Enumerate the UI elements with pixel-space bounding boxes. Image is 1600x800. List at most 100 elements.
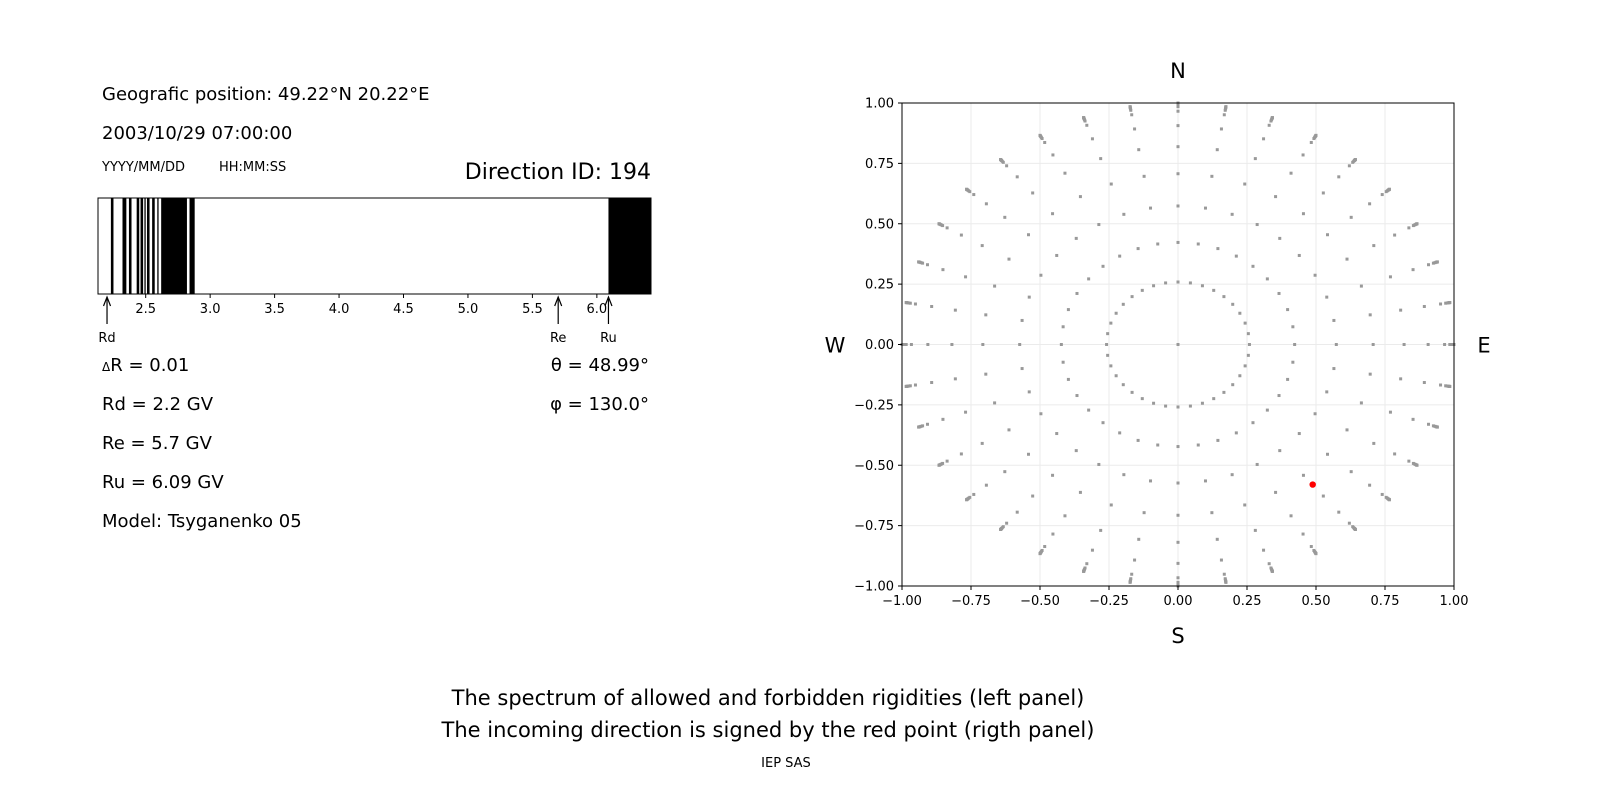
direction-point [984,372,988,376]
direction-point [1402,343,1406,346]
direction-point [1286,377,1290,381]
direction-point [1066,377,1070,381]
direction-point [1278,449,1282,453]
y-tick-label: −0.50 [854,459,894,474]
direction-point [1407,226,1411,230]
direction-point [1216,438,1220,442]
direction-point [1251,264,1255,268]
direction-point [1332,318,1336,322]
caption-line-2: The incoming direction is signed by the … [441,718,1095,742]
direction-point [1176,172,1180,176]
direction-point [1359,401,1363,405]
direction-point [1043,140,1047,144]
x-tick-label: 3.5 [264,302,285,317]
direction-point [1133,127,1137,131]
direction-point [953,308,957,312]
direction-point [1411,268,1415,272]
direction-point [1176,405,1180,409]
direction-point [1109,182,1113,186]
direction-point [959,452,963,456]
direction-point [1309,545,1313,549]
direction-point [1265,277,1269,281]
direction-point [1448,384,1452,388]
direction-point [1140,288,1144,292]
direction-point [1399,308,1403,312]
direction-point [1251,421,1255,425]
direction-point [1156,443,1160,447]
direction-point [1353,527,1357,531]
direction-point [1301,473,1305,477]
direction-point [1097,223,1101,227]
direction-point [1212,397,1216,401]
x-tick-label: 1.00 [1440,594,1469,609]
delta-r-value: R = 0.01 [110,355,190,376]
direction-point [1321,494,1325,498]
direction-point [1137,148,1141,152]
direction-point [1196,242,1200,246]
direction-point [953,377,957,381]
direction-point [1020,367,1024,371]
direction-point [1055,432,1059,436]
direction-point [1051,153,1055,157]
direction-point [1136,438,1140,442]
forbidden-band [152,198,155,294]
direction-point [1349,215,1353,219]
direction-point [1176,240,1180,244]
compass-east-label: E [1477,334,1490,358]
rigidity-spectrum-chart: 2.5 3.0 3.5 4.0 4.5 5.0 5.5 6.0 Rd Re Ru [97,197,652,346]
direction-point [1152,284,1156,288]
direction-point [1137,537,1141,541]
direction-point [1130,390,1134,394]
direction-point [1393,452,1397,456]
direction-point [1219,558,1223,562]
direction-point [1176,481,1180,485]
y-tick-label: −1.00 [854,580,894,595]
x-tick-label: 4.5 [393,302,414,317]
marker-arrow-head [102,295,112,307]
direction-point [1222,390,1226,394]
direction-point [945,226,949,230]
direction-point [1415,463,1419,467]
direction-point [972,492,976,496]
direction-point [1230,473,1234,477]
direction-point [1051,212,1055,216]
direction-point [1265,408,1269,412]
x-tick-label: −0.50 [1020,594,1060,609]
direction-point [1026,233,1030,237]
direction-point [1203,479,1207,483]
direction-point [1277,394,1281,398]
delta-symbol: Δ [102,360,111,374]
forbidden-band [128,198,132,294]
x-tick-label: −1.00 [882,594,922,609]
direction-point [1097,462,1101,466]
direction-point [1142,174,1146,178]
direction-point [1326,452,1330,456]
direction-point [1353,158,1357,162]
direction-point [1262,548,1266,552]
direction-point [1118,431,1122,435]
x-tick-label: 5.5 [522,302,543,317]
direction-point [1176,124,1180,128]
direction-point [1087,277,1091,281]
direction-point [1176,540,1180,544]
direction-point [1301,153,1305,157]
direction-point [1149,206,1153,210]
direction-point [1121,302,1125,306]
forbidden-band [161,198,187,294]
direction-point [1043,545,1047,549]
direction-point [1210,511,1214,515]
direction-point [1372,441,1376,445]
direction-point [1222,295,1226,299]
direction-point [1332,367,1336,371]
direction-point [941,417,945,421]
direction-point [1075,394,1079,398]
direction-point [937,463,941,467]
marker-arrow-head [554,295,563,307]
direction-point [1337,175,1341,179]
direction-point [1224,580,1228,584]
forbidden-band [122,198,127,294]
forbidden-band [146,198,150,294]
direction-point [1164,404,1168,408]
direction-point [917,260,921,264]
direction-point [1427,263,1431,267]
